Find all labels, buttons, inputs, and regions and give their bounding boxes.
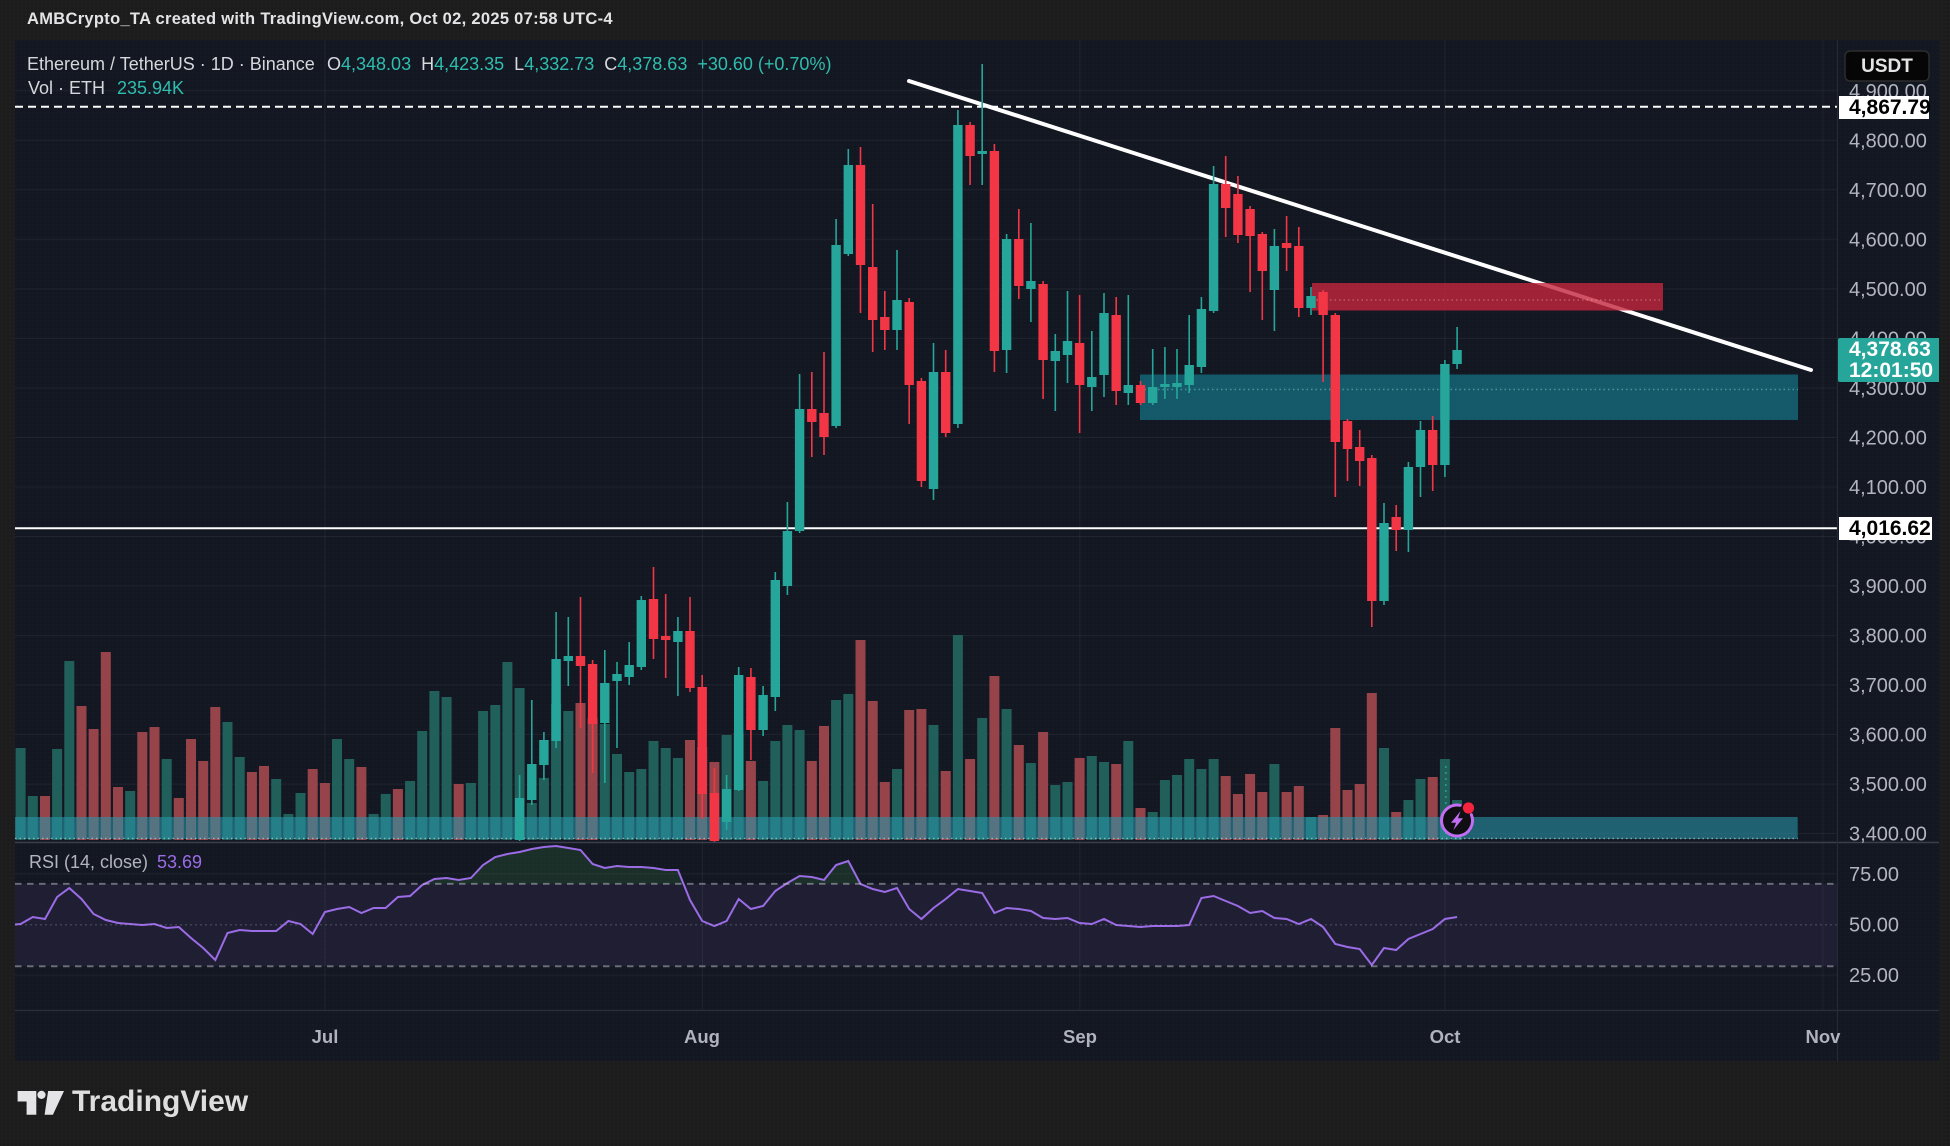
svg-text:3,600.00: 3,600.00 — [1849, 725, 1927, 747]
svg-text:USDT: USDT — [1861, 56, 1913, 77]
svg-text:4,200.00: 4,200.00 — [1849, 427, 1927, 449]
svg-text:Jul: Jul — [312, 1026, 339, 1047]
svg-text:Vol · ETH: Vol · ETH — [28, 78, 105, 98]
svg-text:3,700.00: 3,700.00 — [1849, 675, 1927, 697]
svg-text:4,100.00: 4,100.00 — [1849, 477, 1927, 499]
svg-text:Nov: Nov — [1806, 1026, 1842, 1047]
svg-text:TradingView: TradingView — [72, 1085, 249, 1118]
svg-text:Aug: Aug — [684, 1026, 720, 1047]
svg-text:3,800.00: 3,800.00 — [1849, 626, 1927, 648]
svg-text:4,700.00: 4,700.00 — [1849, 180, 1927, 202]
svg-text:RSI (14, close): RSI (14, close) — [29, 852, 148, 872]
svg-text:25.00: 25.00 — [1849, 965, 1899, 987]
svg-text:3,900.00: 3,900.00 — [1849, 576, 1927, 598]
svg-text:3,400.00: 3,400.00 — [1849, 824, 1927, 846]
svg-text:4,378.63: 4,378.63 — [1849, 338, 1931, 361]
svg-text:50.00: 50.00 — [1849, 915, 1899, 937]
svg-text:53.69: 53.69 — [157, 852, 202, 872]
svg-text:4,600.00: 4,600.00 — [1849, 229, 1927, 251]
svg-text:4,867.79: 4,867.79 — [1849, 96, 1931, 119]
svg-text:12:01:50: 12:01:50 — [1849, 359, 1933, 382]
svg-text:4,016.62: 4,016.62 — [1849, 517, 1931, 540]
svg-text:4,800.00: 4,800.00 — [1849, 130, 1927, 152]
svg-text:75.00: 75.00 — [1849, 864, 1899, 886]
svg-text:3,500.00: 3,500.00 — [1849, 774, 1927, 796]
svg-text:235.94K: 235.94K — [117, 78, 184, 98]
svg-text:4,500.00: 4,500.00 — [1849, 279, 1927, 301]
svg-text:Sep: Sep — [1063, 1026, 1097, 1047]
svg-text:4,300.00: 4,300.00 — [1849, 378, 1927, 400]
svg-text:Oct: Oct — [1430, 1026, 1461, 1047]
svg-text:Ethereum / TetherUS · 1D · Bin: Ethereum / TetherUS · 1D · Binance — [27, 54, 315, 74]
